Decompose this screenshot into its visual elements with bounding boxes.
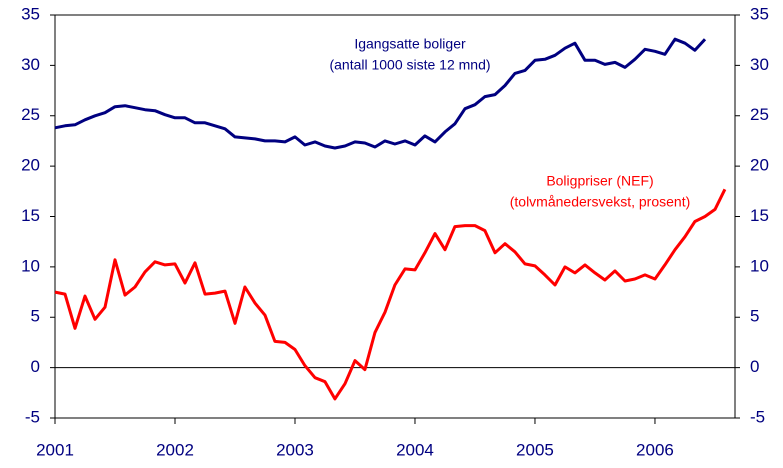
- y-tick-label: 10: [21, 256, 40, 275]
- annotation: (tolvmånedersvekst, prosent): [510, 194, 691, 210]
- y2-tick-label: 25: [750, 105, 769, 124]
- annotation: (antall 1000 siste 12 mnd): [329, 57, 490, 73]
- y-tick-label: 20: [21, 156, 40, 175]
- plot-frame: [54, 14, 736, 419]
- annotation: Igangsatte boliger: [354, 36, 466, 52]
- x-tick-label: 2005: [516, 440, 554, 459]
- y2-tick-label: 30: [750, 55, 769, 74]
- y-tick-label: 25: [21, 105, 40, 124]
- x-tick-label: 2004: [396, 440, 434, 459]
- y2-tick-label: 5: [750, 307, 759, 326]
- annotation: Boligpriser (NEF): [546, 173, 653, 189]
- y-tick-label: 35: [21, 4, 40, 23]
- y2-tick-label: 20: [750, 156, 769, 175]
- y-tick-label: 15: [21, 206, 40, 225]
- y2-tick-label: 15: [750, 206, 769, 225]
- x-tick-label: 2001: [36, 440, 74, 459]
- y2-tick-label: 35: [750, 4, 769, 23]
- y2-tick-label: 0: [750, 357, 759, 376]
- x-tick-label: 2003: [276, 440, 314, 459]
- y2-tick-label: -5: [750, 407, 765, 426]
- y-tick-label: 0: [31, 357, 40, 376]
- x-tick-label: 2002: [156, 440, 194, 459]
- y-tick-label: 5: [31, 307, 40, 326]
- y-tick-label: 30: [21, 55, 40, 74]
- y-tick-label: -5: [25, 407, 40, 426]
- series-line: [54, 188, 727, 401]
- x-tick-label: 2006: [636, 440, 674, 459]
- y2-tick-label: 10: [750, 256, 769, 275]
- series-line: [54, 37, 707, 150]
